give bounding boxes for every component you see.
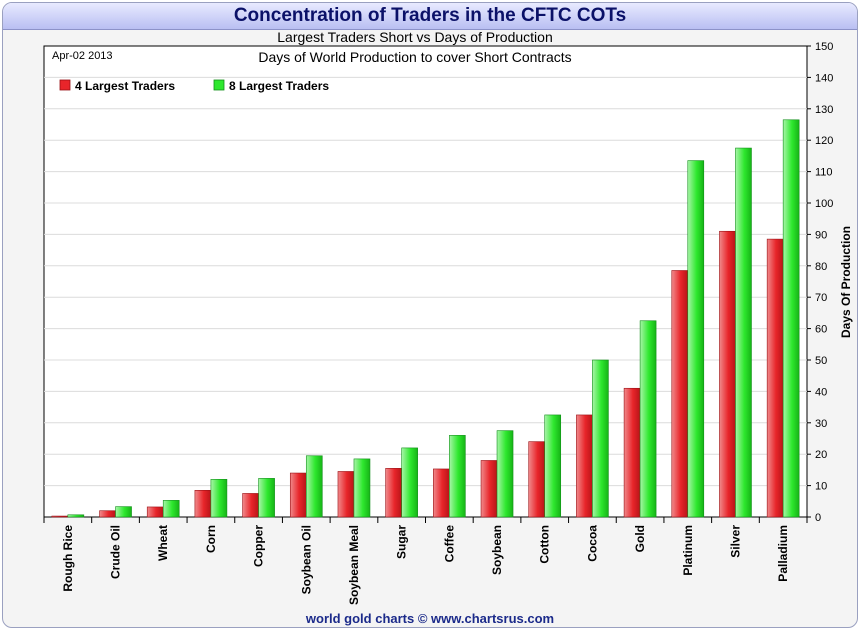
y-tick-label: 110: [815, 167, 833, 179]
x-tick-label: Sugar: [395, 525, 409, 559]
bar-4-largest: [719, 230, 736, 518]
legend-label: 4 Largest Traders: [75, 79, 175, 93]
y-axis-label: Days Of Production: [839, 226, 853, 338]
x-tick-label: Corn: [204, 525, 218, 553]
x-tick-label: Rough Rice: [61, 525, 75, 592]
chart-date: Apr-02 2013: [52, 50, 113, 62]
y-tick-label: 50: [815, 355, 827, 367]
bar-8-largest: [305, 455, 323, 518]
legend: 4 Largest Traders 8 Largest Traders: [59, 79, 329, 93]
bar-8-largest: [67, 514, 85, 518]
bar-8-largest: [592, 359, 609, 518]
bar-4-largest: [480, 460, 498, 518]
bar-4-largest: [51, 515, 69, 518]
bar-4-largest: [528, 441, 546, 518]
bar-8-largest: [735, 147, 752, 518]
x-tick-label: Copper: [252, 525, 266, 567]
chart-header-title: Concentration of Traders in the CFTC COT…: [3, 3, 857, 30]
bar-4-largest: [385, 468, 402, 518]
bar-8-largest: [782, 119, 800, 518]
y-tick-label: 90: [815, 229, 827, 241]
bar-8-largest: [353, 458, 371, 518]
y-tick-label: 120: [815, 135, 833, 147]
footer-credit: world gold charts © www.chartsrus.com: [305, 611, 555, 626]
x-tick-label: Gold: [633, 525, 647, 552]
bar-8-largest: [210, 479, 228, 518]
chart-title: Largest Traders Short vs Days of Product…: [277, 29, 552, 45]
bar-8-largest: [449, 435, 466, 518]
bar-8-largest: [544, 414, 562, 518]
x-tick-label: Silver: [728, 525, 742, 558]
y-tick-label: 30: [815, 418, 827, 430]
chart-subtitle: Days of World Production to cover Short …: [258, 49, 571, 65]
bar-4-largest: [576, 414, 593, 518]
legend-label: 8 Largest Traders: [229, 79, 329, 93]
y-tick-label: 140: [815, 72, 833, 84]
bar-8-largest: [401, 447, 418, 518]
x-tick-label: Platinum: [681, 525, 695, 576]
bar-8-largest: [639, 320, 657, 518]
y-tick-label: 150: [815, 41, 833, 53]
y-tick-label: 60: [815, 324, 827, 336]
x-tick-label: Soybean Meal: [347, 525, 361, 605]
bar-8-largest: [162, 500, 180, 518]
bar-8-largest: [687, 160, 705, 518]
bar-4-largest: [146, 506, 164, 518]
y-tick-label: 0: [815, 512, 821, 524]
y-tick-label: 100: [815, 198, 833, 210]
bar-4-largest: [242, 493, 259, 518]
y-tick-label: 20: [815, 449, 827, 461]
y-tick-label: 70: [815, 292, 827, 304]
bar-8-largest: [115, 506, 132, 518]
x-tick-label: Palladium: [776, 525, 790, 582]
legend-swatch: [59, 79, 71, 91]
y-axis: 0 10 20 30 40 50 60 70 80 90 100 110 120 130 140 150: [807, 41, 833, 524]
x-tick-label: Crude Oil: [109, 525, 123, 579]
y-tick-label: 40: [815, 386, 827, 398]
bar-4-largest: [289, 472, 307, 518]
x-tick-label: Soybean: [490, 525, 504, 575]
bar-4-largest: [99, 510, 116, 518]
legend-swatch: [213, 79, 225, 91]
bar-4-largest: [766, 238, 784, 518]
bars-group: [51, 119, 800, 518]
bar-4-largest: [337, 471, 355, 518]
bar-8-largest: [258, 478, 275, 518]
bar-4-largest: [433, 468, 450, 518]
bar-4-largest: [671, 270, 689, 518]
x-tick-label: Wheat: [156, 525, 170, 561]
bar-8-largest: [496, 430, 514, 518]
x-tick-label: Cocoa: [585, 525, 599, 562]
x-tick-label: Soybean Oil: [299, 525, 313, 594]
x-tick-label: Cotton: [538, 525, 552, 564]
y-tick-label: 10: [815, 481, 827, 493]
x-tick-label: Coffee: [442, 525, 456, 563]
y-tick-label: 80: [815, 261, 827, 273]
bar-4-largest: [623, 387, 641, 518]
y-tick-label: 130: [815, 104, 833, 116]
bar-4-largest: [194, 490, 212, 518]
x-axis: Rough Rice Crude Oil Wheat Corn Copper Soybea…: [43, 517, 808, 605]
